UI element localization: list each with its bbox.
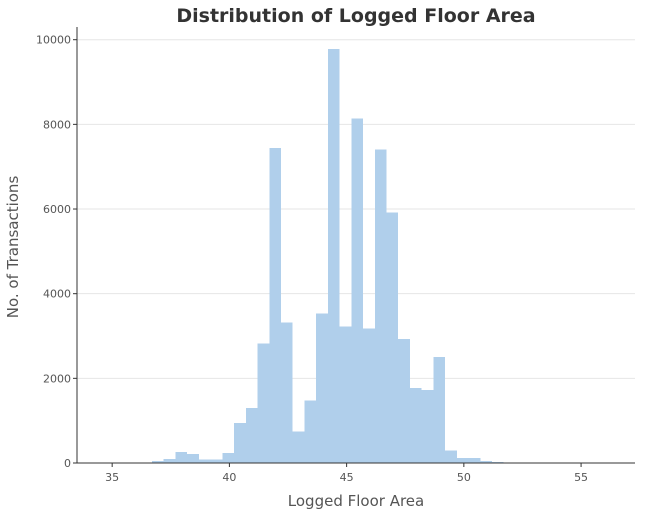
histogram-bar — [280, 322, 293, 463]
histogram-bar — [386, 212, 399, 463]
histogram-bar — [339, 326, 352, 463]
histogram-bar — [187, 454, 199, 463]
histogram-bar — [363, 328, 375, 463]
histogram-bar — [374, 149, 387, 463]
histogram-bar — [163, 459, 176, 463]
histogram-bar — [198, 459, 211, 463]
histogram-bar — [433, 357, 446, 463]
histogram-bar — [421, 390, 434, 463]
histogram-bar — [456, 457, 469, 463]
histogram-bar — [409, 388, 422, 463]
x-tick-label: 50 — [457, 471, 471, 484]
x-tick-label: 55 — [574, 471, 588, 484]
y-tick-label: 4000 — [43, 288, 71, 301]
x-axis-ticks: 35 40 45 50 55 — [105, 463, 588, 484]
histogram-bar — [398, 338, 410, 463]
x-axis-label: Logged Floor Area — [288, 492, 424, 510]
histogram-bar — [245, 407, 258, 463]
y-axis-label: No. of Transactions — [4, 176, 22, 319]
chart-title: Distribution of Logged Floor Area — [176, 5, 535, 27]
histogram-bar — [316, 313, 328, 463]
x-tick-label: 45 — [340, 471, 354, 484]
histogram-bar — [222, 452, 235, 463]
histogram-bar — [480, 460, 492, 463]
histogram-bar — [269, 148, 281, 463]
histogram-bar — [234, 423, 246, 463]
histogram-bar — [210, 459, 223, 463]
histogram-bar — [152, 461, 164, 463]
histogram-bar — [327, 49, 340, 463]
y-tick-label: 8000 — [43, 118, 71, 131]
x-tick-label: 40 — [222, 471, 236, 484]
histogram-bar — [468, 457, 481, 463]
histogram-bar — [175, 451, 188, 463]
histogram-bar — [292, 431, 305, 463]
y-tick-label: 10000 — [36, 34, 71, 47]
y-tick-label: 6000 — [43, 203, 71, 216]
y-tick-label: 2000 — [43, 372, 71, 385]
y-tick-label: 0 — [64, 457, 71, 470]
histogram-bar — [351, 118, 364, 463]
x-tick-label: 35 — [105, 471, 119, 484]
histogram-bar — [304, 400, 317, 463]
histogram-bars — [93, 49, 528, 463]
histogram-bar — [445, 450, 457, 463]
axes — [76, 27, 635, 464]
y-axis-ticks: 0 2000 4000 6000 8000 10000 — [36, 34, 77, 470]
histogram-bar — [257, 343, 270, 463]
